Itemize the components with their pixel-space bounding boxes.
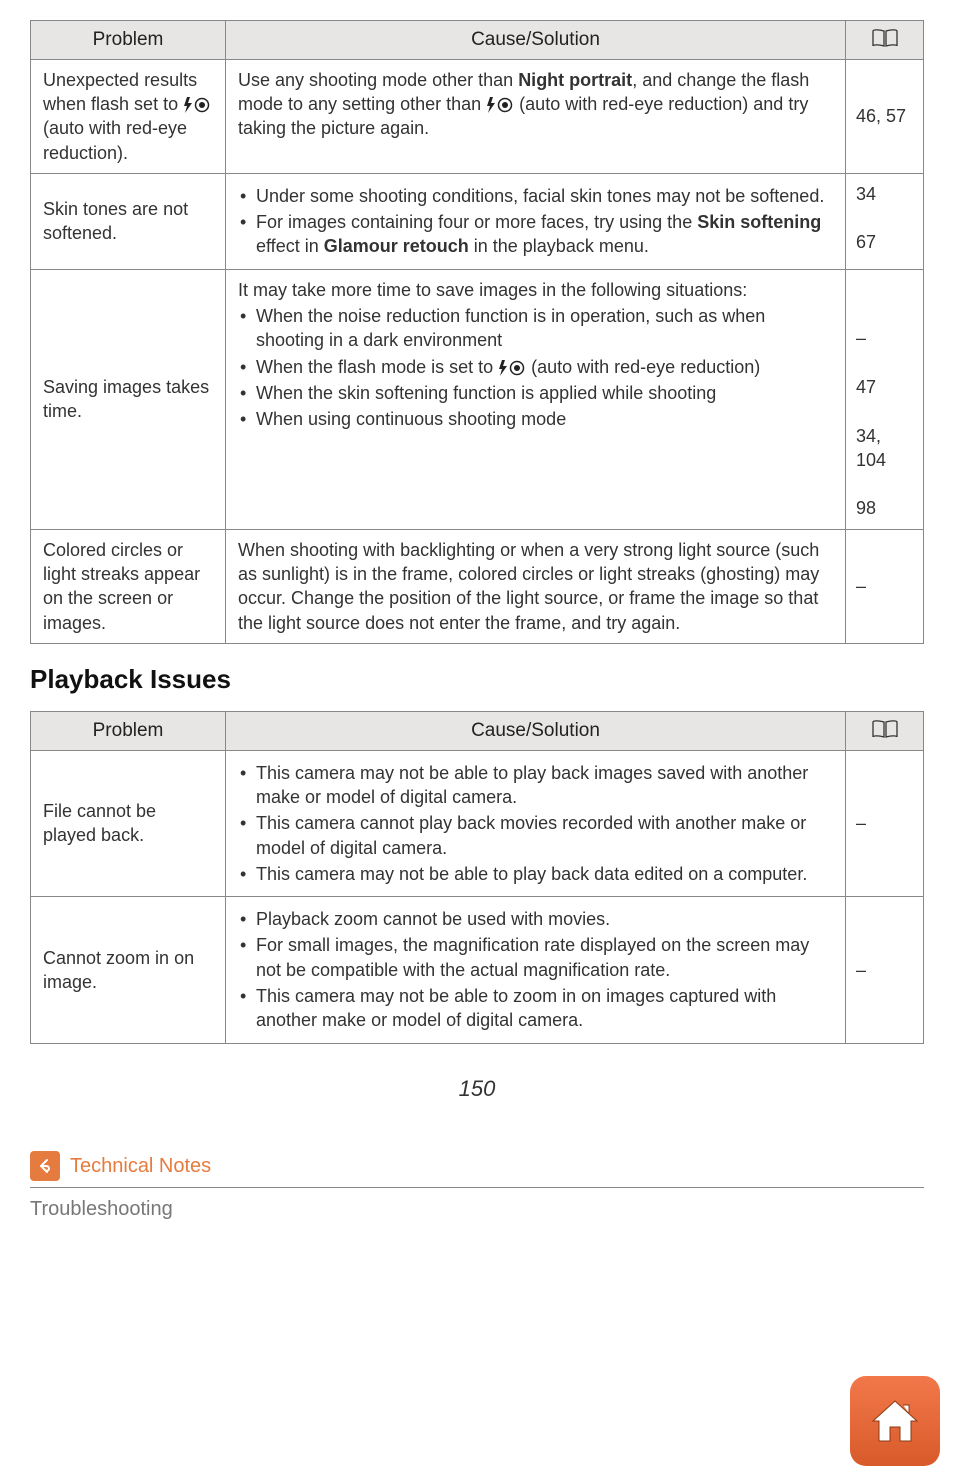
text: It may take more time to save images in … <box>238 278 833 302</box>
list-item: For small images, the magnification rate… <box>238 933 833 982</box>
cause-cell: It may take more time to save images in … <box>226 269 846 529</box>
flash-auto-redeye-icon <box>183 97 211 113</box>
flash-auto-redeye-icon <box>498 360 526 376</box>
page-number: 150 <box>30 1074 924 1104</box>
col-cause: Cause/Solution <box>226 21 846 60</box>
problem-cell: File cannot be played back. <box>31 750 226 896</box>
troubleshooting-table-1: Problem Cause/Solution Unexpected result… <box>30 20 924 644</box>
text-bold: Night portrait <box>518 70 632 90</box>
col-problem: Problem <box>31 711 226 750</box>
flash-auto-redeye-icon <box>486 97 514 113</box>
text: When the flash mode is set to <box>256 357 498 377</box>
col-cause: Cause/Solution <box>226 711 846 750</box>
cause-cell: Playback zoom cannot be used with movies… <box>226 897 846 1043</box>
cause-cell: Under some shooting conditions, facial s… <box>226 173 846 269</box>
list-item: This camera cannot play back movies reco… <box>238 811 833 860</box>
ref-cell: – <box>846 897 924 1043</box>
ref-cell: 34 67 <box>846 173 924 269</box>
text: in the playback menu. <box>469 236 649 256</box>
ref-value: 34 <box>856 182 913 206</box>
ref-value: 98 <box>856 496 913 520</box>
problem-cell: Cannot zoom in on image. <box>31 897 226 1043</box>
problem-cell: Unexpected results when flash set to (au… <box>31 59 226 173</box>
list-item: This camera may not be able to play back… <box>238 862 833 886</box>
list-item: This camera may not be able to play back… <box>238 761 833 810</box>
text-bold: Skin softening <box>697 212 821 232</box>
ref-value: 34, 104 <box>856 424 913 473</box>
table-row: Cannot zoom in on image. Playback zoom c… <box>31 897 924 1043</box>
ref-cell: – <box>846 529 924 643</box>
footer: Technical Notes Troubleshooting <box>30 1143 924 1243</box>
back-icon[interactable] <box>30 1151 60 1181</box>
text-bold: Glamour retouch <box>324 236 469 256</box>
text: Unexpected results when flash set to <box>43 70 197 114</box>
list-item: For images containing four or more faces… <box>238 210 833 259</box>
cause-cell: Use any shooting mode other than Night p… <box>226 59 846 173</box>
text: (auto with red-eye reduction) <box>526 357 760 377</box>
ref-value: – <box>856 326 913 350</box>
text: effect in <box>256 236 324 256</box>
list-item: Playback zoom cannot be used with movies… <box>238 907 833 931</box>
cause-cell: When shooting with backlighting or when … <box>226 529 846 643</box>
list-item: When the noise reduction function is in … <box>238 304 833 353</box>
list-item: When the skin softening function is appl… <box>238 381 833 405</box>
col-reference-icon <box>846 711 924 750</box>
table-row: Unexpected results when flash set to (au… <box>31 59 924 173</box>
ref-value: 47 <box>856 375 913 399</box>
cause-cell: This camera may not be able to play back… <box>226 750 846 896</box>
col-problem: Problem <box>31 21 226 60</box>
problem-cell: Colored circles or light streaks appear … <box>31 529 226 643</box>
home-button[interactable] <box>850 1376 940 1466</box>
ref-cell: – <box>846 750 924 896</box>
troubleshooting-table-2: Problem Cause/Solution File cannot be pl… <box>30 711 924 1044</box>
text: (auto with red-eye reduction). <box>43 118 187 162</box>
section-heading: Playback Issues <box>30 662 924 697</box>
table-row: Colored circles or light streaks appear … <box>31 529 924 643</box>
list-item: Under some shooting conditions, facial s… <box>238 184 833 208</box>
list-item: This camera may not be able to zoom in o… <box>238 984 833 1033</box>
problem-cell: Skin tones are not softened. <box>31 173 226 269</box>
text: Use any shooting mode other than <box>238 70 518 90</box>
ref-cell: 46, 57 <box>846 59 924 173</box>
table-row: Skin tones are not softened. Under some … <box>31 173 924 269</box>
footer-subtitle[interactable]: Troubleshooting <box>30 1188 924 1243</box>
footer-title[interactable]: Technical Notes <box>70 1153 211 1180</box>
list-item: When using continuous shooting mode <box>238 407 833 431</box>
col-reference-icon <box>846 21 924 60</box>
table-row: Saving images takes time. It may take mo… <box>31 269 924 529</box>
ref-cell: – 47 34, 104 98 <box>846 269 924 529</box>
table-row: File cannot be played back. This camera … <box>31 750 924 896</box>
ref-value: 67 <box>856 230 913 254</box>
list-item: When the flash mode is set to (auto with… <box>238 355 833 379</box>
text: For images containing four or more faces… <box>256 212 697 232</box>
problem-cell: Saving images takes time. <box>31 269 226 529</box>
